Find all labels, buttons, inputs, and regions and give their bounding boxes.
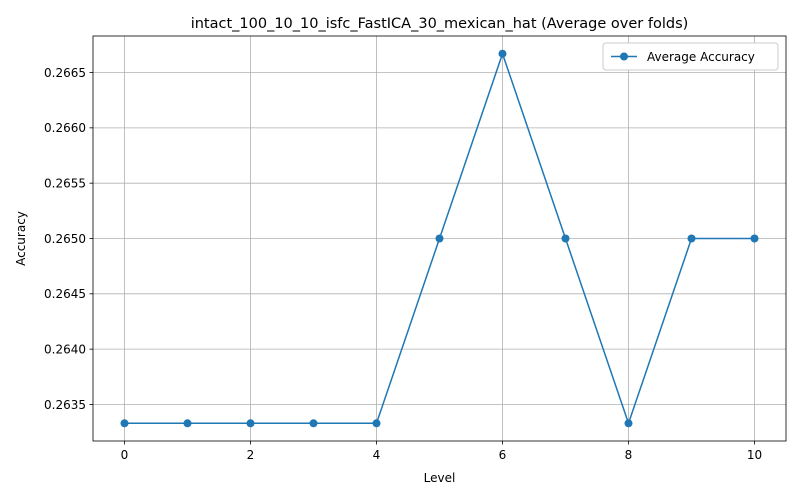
data-point — [435, 234, 444, 243]
data-point — [498, 49, 507, 58]
data-point — [183, 419, 192, 428]
y-axis: 0.2635 0.2640 0.2645 0.2650 0.2655 0.2660 0.26… — [44, 66, 93, 412]
x-tick-label: 0 — [121, 448, 129, 462]
data-point — [687, 234, 696, 243]
legend-box — [602, 42, 779, 71]
y-tick-label: 0.2645 — [44, 287, 86, 301]
y-axis-label: Accuracy — [14, 211, 28, 266]
data-point — [246, 419, 255, 428]
x-tick-label: 8 — [625, 448, 633, 462]
y-tick-label: 0.2665 — [44, 66, 86, 80]
data-point — [372, 419, 381, 428]
chart-title: intact_100_10_10_isfc_FastICA_30_mexican… — [191, 16, 689, 32]
data-point — [120, 419, 129, 428]
x-tick-label: 10 — [747, 448, 762, 462]
x-axis: 0 2 4 6 8 10 — [121, 441, 762, 462]
y-tick-label: 0.2640 — [44, 342, 86, 356]
data-point — [561, 234, 570, 243]
y-tick-label: 0.2660 — [44, 121, 86, 135]
legend-label: Average Accuracy — [647, 50, 755, 64]
data-point — [624, 419, 633, 428]
x-tick-label: 6 — [499, 448, 507, 462]
x-axis-label: Level — [424, 471, 456, 485]
y-tick-label: 0.2650 — [44, 232, 86, 246]
legend: Average Accuracy — [602, 42, 779, 71]
data-point — [750, 234, 759, 243]
series-layer — [120, 49, 759, 428]
x-tick-label: 4 — [373, 448, 381, 462]
legend-marker-sample — [620, 52, 628, 61]
x-tick-label: 2 — [247, 448, 255, 462]
y-tick-label: 0.2635 — [44, 398, 86, 412]
data-point — [309, 419, 318, 428]
y-tick-label: 0.2655 — [44, 176, 86, 190]
